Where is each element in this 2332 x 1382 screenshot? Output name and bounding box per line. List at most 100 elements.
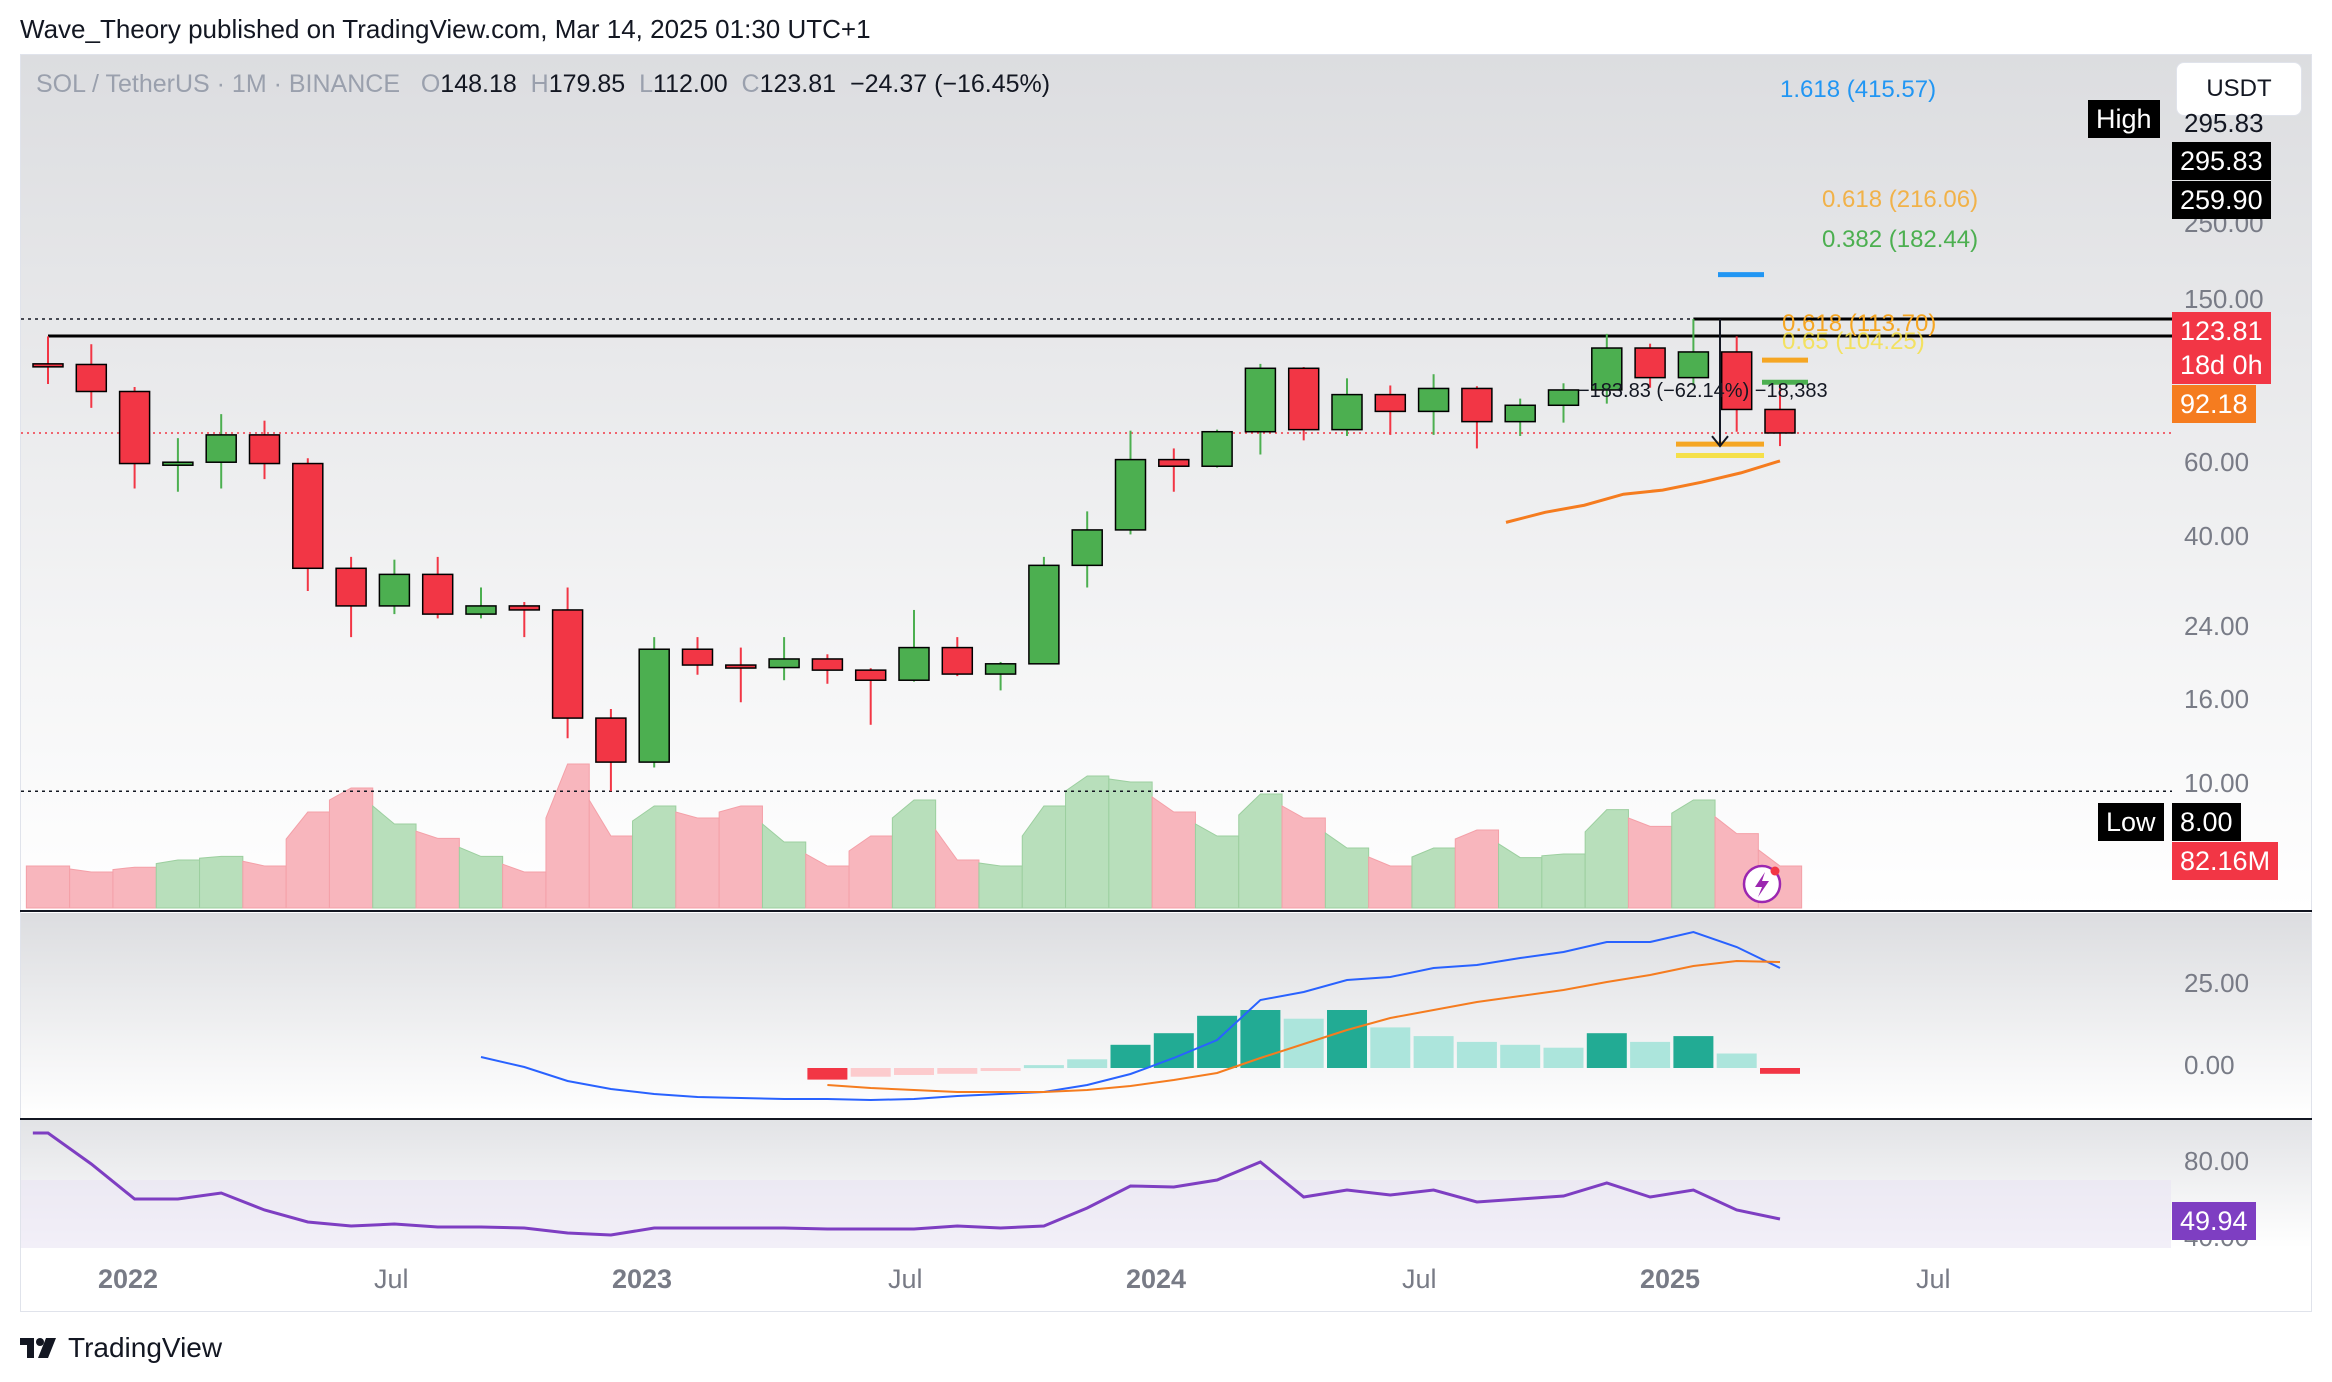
candle-body [1504,404,1536,423]
volume-segment [458,846,504,909]
legend-l-label: L [639,70,654,98]
candle-body [681,648,714,666]
rsi-layer [32,1131,1781,1237]
fib-0618-label: 0.618 (113.70) [1782,310,1937,337]
macd-histogram-bar [1760,1068,1800,1074]
volume-segment [588,798,634,909]
volume-segment [1454,829,1500,909]
candle-body [248,434,281,465]
candle-body [638,648,670,763]
candle-body [205,434,237,463]
macd-histogram-bar [894,1068,934,1075]
candle-body [1331,393,1363,431]
volume-segment [545,763,590,909]
volume-segment [1151,796,1196,909]
lightning-icon [1742,864,1782,904]
fib-ext-1618-label: 1.618 (415.57) [1780,76,1937,103]
candle-layer [32,319,1796,792]
legend-high: 179.85 [548,70,626,98]
countdown-tag: 18d 0h [2172,346,2271,384]
volume-segment [1584,809,1629,909]
candle-body [465,605,497,615]
candle-body [1287,367,1320,431]
volume-layer [25,763,1803,909]
candle-body [292,462,324,570]
rsi-line [32,1131,1781,1237]
price-tick-40: 40.00 [2184,521,2250,551]
volume-segment [285,811,330,909]
macd-histogram-bar [1370,1027,1411,1068]
macd-histogram-bar [1673,1036,1714,1068]
macd-pane-bg [21,913,2311,1118]
high-label: High [2088,100,2160,138]
macd-histogram-bar [1110,1044,1151,1068]
price-tick-60: 60.00 [2184,447,2250,477]
candle-body [854,669,887,681]
volume-segment [69,868,114,909]
macd-histogram-bar [1586,1033,1627,1068]
candle-body [941,646,974,675]
macd-histogram-bar [1543,1047,1584,1068]
candle-body [768,658,800,669]
macd-histogram-bar [1067,1059,1108,1068]
macd-histogram-bar [1197,1015,1238,1068]
overlay-layer [21,272,2172,904]
measure-label: −183.83 (−62.14%) −18,383 [1578,380,1828,402]
rsi-value-tag: 49.94 [2172,1202,2256,1240]
volume-segment [112,866,157,909]
volume-segment [848,835,893,909]
candle-body [1461,387,1493,423]
volume-segment [1368,856,1413,909]
macd-histogram-bar [1456,1041,1497,1068]
candle-body [595,717,627,763]
candle-body [1028,564,1060,665]
volume-segment [1281,805,1326,909]
price-tick-top: 295.83 [2184,108,2264,138]
candle-body [1071,529,1103,567]
volume-segment [1021,805,1067,909]
x-label-2024: 2024 [1126,1264,1187,1294]
volume-segment [935,828,980,909]
candle-body [378,573,411,607]
lightning-icon-bolt [1755,872,1769,897]
candle-body [335,567,367,607]
macd-signal-line [827,959,1781,1093]
last-price-tag: 123.81 [2172,312,2271,350]
price-tick-24: 24.00 [2184,611,2250,641]
macd-histogram-bar [980,1068,1021,1071]
volume-segment [978,862,1023,909]
legend-h-label: H [530,70,549,98]
brand-name: TradingView [68,1332,223,1363]
macd-histogram-bar [1630,1041,1671,1068]
macd-tick-25: 25.00 [2184,968,2250,998]
macd-histogram-bar [1716,1053,1757,1068]
x-label-2022: 2022 [98,1264,159,1294]
volume-segment [1194,823,1240,909]
low-label: Low [2098,803,2164,841]
candle-body [32,363,64,368]
candle-body [725,664,757,669]
candle-body [1634,347,1666,379]
price-tick-10: 10.00 [2184,768,2250,798]
x-label-jul-2025: Jul [1916,1264,1951,1294]
candle-body [1547,389,1580,407]
volume-segment [1498,842,1543,909]
volume-segment [242,860,287,909]
x-label-jul-2022: Jul [374,1264,409,1294]
candle-body [75,363,108,393]
x-label-jul-2024: Jul [1402,1264,1437,1294]
volume-segment [1671,799,1716,909]
currency-button[interactable]: USDT [2176,62,2302,116]
volume-segment [718,805,763,909]
publisher-line: Wave_Theory published on TradingView.com… [20,14,871,44]
legend-change: −24.37 (−16.45%) [849,70,1051,98]
rsi-tick-80: 80.00 [2184,1146,2250,1176]
candle-body [1417,387,1450,413]
candle-body [551,609,584,719]
volume-segment [1238,793,1283,909]
tradingview-brand[interactable]: TradingView [20,1332,222,1364]
volume-segment [415,830,460,909]
low-value-tag: 8.00 [2172,803,2241,841]
